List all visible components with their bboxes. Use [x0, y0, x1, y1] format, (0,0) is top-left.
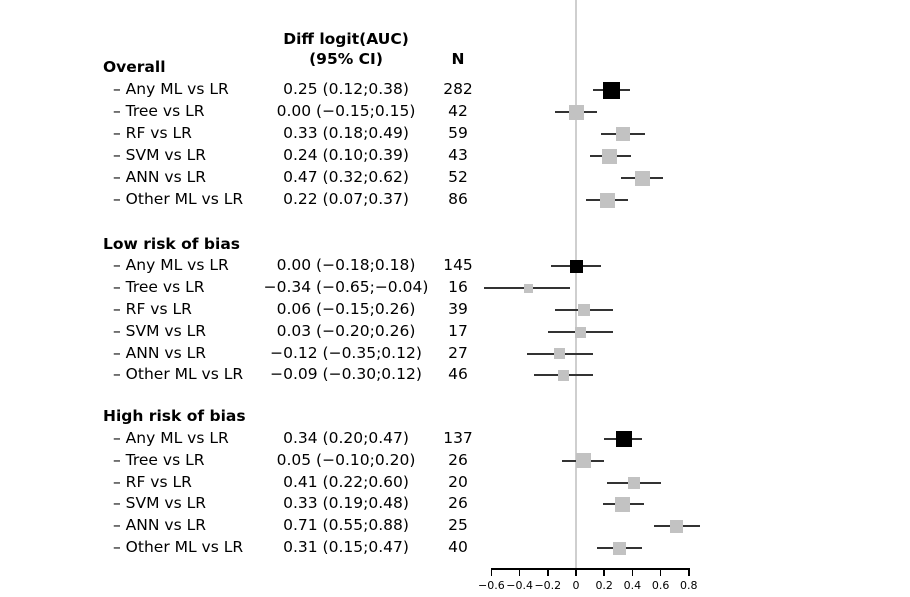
row-label: – SVM vs LR	[113, 146, 206, 165]
row-n: 40	[448, 538, 468, 557]
row-label: – Tree vs LR	[113, 450, 205, 469]
row-label: – RF vs LR	[113, 124, 192, 143]
effect-marker	[615, 496, 631, 512]
row-label: – Any ML vs LR	[113, 80, 229, 99]
row-label: – ANN vs LR	[113, 343, 206, 362]
effect-marker	[575, 453, 591, 468]
x-axis-tick-label: 0.6	[651, 579, 670, 592]
x-axis-tick	[603, 569, 605, 576]
row-n: 39	[448, 300, 468, 319]
effect-marker	[557, 369, 569, 381]
row-n: 43	[448, 146, 468, 165]
x-axis-tick	[547, 569, 549, 576]
row-estimate: 0.00 (−0.15;0.15)	[276, 102, 416, 121]
row-label: – RF vs LR	[113, 472, 192, 491]
row-n: 52	[448, 168, 468, 187]
row-label: – SVM vs LR	[113, 322, 206, 341]
section-header: Overall	[103, 58, 166, 77]
effect-marker	[568, 104, 584, 120]
effect-marker	[602, 148, 618, 164]
x-axis-tick-label: 0	[572, 579, 580, 592]
row-n: 27	[448, 343, 468, 362]
row-n: 282	[443, 80, 473, 99]
row-label: – RF vs LR	[113, 300, 192, 319]
x-axis-tick-label: −0.2	[534, 579, 562, 592]
zero-reference-line	[575, 0, 577, 568]
x-axis-tick-label: −0.6	[478, 579, 505, 592]
x-axis-tick-label: −0.4	[506, 579, 533, 592]
summary-marker	[602, 81, 620, 99]
effect-marker	[627, 476, 640, 489]
row-label: – Any ML vs LR	[113, 429, 229, 448]
x-axis-tick	[631, 569, 634, 576]
row-label: – Other ML vs LR	[113, 538, 244, 557]
row-estimate: −0.12 (−0.35;0.12)	[270, 343, 422, 362]
effect-marker	[523, 283, 533, 293]
row-n: 86	[448, 190, 468, 209]
column-header-effect: Diff logit(AUC)	[283, 30, 409, 48]
row-label: – Any ML vs LR	[113, 256, 229, 275]
row-estimate: 0.06 (−0.15;0.26)	[276, 300, 416, 319]
row-estimate: 0.33 (0.18;0.49)	[283, 124, 409, 143]
row-estimate: 0.24 (0.10;0.39)	[283, 146, 409, 165]
row-estimate: 0.22 (0.07;0.37)	[283, 190, 409, 209]
row-label: – SVM vs LR	[113, 494, 206, 513]
row-n: 46	[448, 365, 468, 384]
effect-marker	[613, 541, 627, 555]
row-estimate: 0.03 (−0.20;0.26)	[276, 322, 416, 341]
row-estimate: 0.05 (−0.10;0.20)	[276, 450, 416, 469]
row-n: 26	[448, 494, 468, 513]
x-axis-tick	[518, 569, 521, 576]
effect-marker	[615, 127, 630, 141]
row-estimate: 0.00 (−0.18;0.18)	[276, 256, 416, 275]
x-axis-tick	[688, 569, 690, 576]
row-n: 17	[448, 322, 468, 341]
row-n: 59	[448, 124, 468, 143]
row-n: 145	[443, 256, 473, 275]
row-n: 25	[448, 516, 468, 535]
x-axis-line	[490, 568, 690, 570]
summary-marker	[615, 431, 632, 447]
x-axis-tick-label: 0.2	[595, 579, 613, 592]
row-estimate: 0.41 (0.22;0.60)	[283, 472, 409, 491]
row-estimate: −0.34 (−0.65;−0.04)	[263, 278, 429, 297]
row-estimate: 0.71 (0.55;0.88)	[283, 516, 409, 535]
row-label: – ANN vs LR	[113, 516, 206, 535]
x-axis-tick	[575, 569, 577, 576]
row-estimate: 0.31 (0.15;0.47)	[283, 538, 409, 557]
row-label: – ANN vs LR	[113, 168, 206, 187]
summary-marker	[569, 259, 583, 273]
effect-marker	[634, 170, 650, 186]
row-estimate: 0.25 (0.12;0.38)	[283, 80, 409, 99]
effect-marker	[599, 192, 615, 208]
row-n: 20	[448, 472, 468, 491]
row-estimate: 0.33 (0.19;0.48)	[283, 494, 409, 513]
section-header: Low risk of bias	[103, 235, 241, 254]
effect-marker	[574, 326, 586, 338]
row-n: 16	[448, 278, 468, 297]
effect-marker	[669, 519, 683, 533]
row-n: 42	[448, 102, 468, 121]
row-label: – Other ML vs LR	[113, 365, 244, 384]
row-n: 26	[448, 450, 468, 469]
row-estimate: 0.34 (0.20;0.47)	[283, 429, 409, 448]
x-axis-tick	[490, 569, 493, 576]
x-axis-tick-label: 0.4	[623, 579, 642, 592]
x-axis-tick	[659, 569, 662, 576]
x-axis-tick-label: 0.8	[680, 579, 698, 592]
row-label: – Tree vs LR	[113, 278, 205, 297]
row-estimate: −0.09 (−0.30;0.12)	[270, 365, 422, 384]
effect-marker	[578, 304, 591, 316]
row-label: – Tree vs LR	[113, 102, 205, 121]
row-estimate: 0.47 (0.32;0.62)	[283, 168, 409, 187]
row-label: – Other ML vs LR	[113, 190, 244, 209]
row-n: 137	[443, 429, 473, 448]
effect-marker	[553, 348, 565, 359]
section-header: High risk of bias	[103, 407, 246, 426]
column-header-effect-ci: (95% CI)	[309, 50, 383, 68]
column-header-n: N	[451, 50, 465, 68]
